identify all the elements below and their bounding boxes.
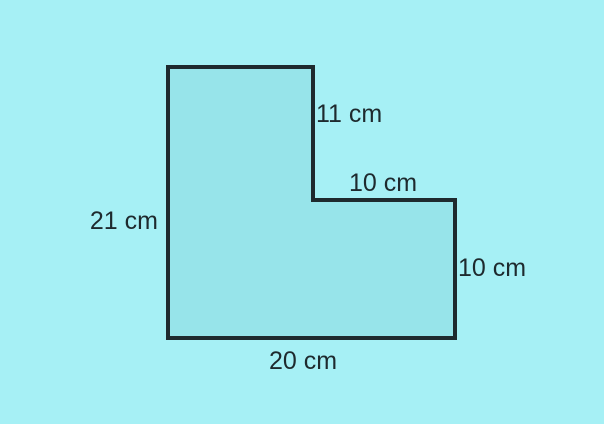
bottom-side-label: 20 cm [269, 347, 337, 375]
right-side-label: 10 cm [458, 254, 526, 282]
top-right-vertical-label: 11 cm [316, 100, 382, 128]
left-side-label: 21 cm [90, 207, 158, 235]
l-shape-polygon [166, 65, 457, 340]
inner-horizontal-label: 10 cm [349, 169, 417, 197]
